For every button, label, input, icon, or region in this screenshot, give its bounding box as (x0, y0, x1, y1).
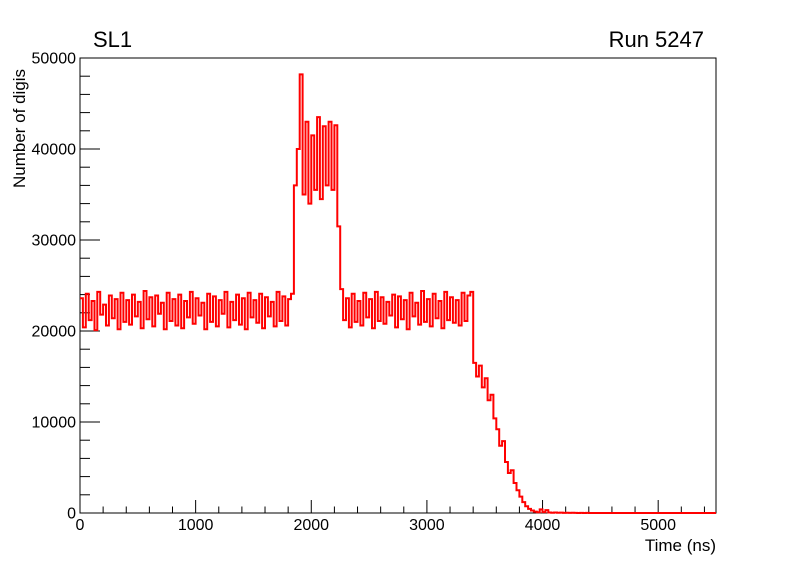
x-tick-label: 0 (76, 517, 85, 534)
y-tick-label: 50000 (32, 51, 77, 68)
x-axis-title: Time (ns) (644, 536, 716, 555)
y-tick-label: 30000 (32, 233, 77, 250)
y-tick-label: 40000 (32, 142, 77, 159)
run-number-title: Run 5247 (608, 27, 704, 52)
x-tick-label: 2000 (293, 517, 329, 534)
histogram-line (80, 73, 716, 514)
x-tick-label: 5000 (640, 517, 676, 534)
x-tick-label: 3000 (409, 517, 445, 534)
pad-title: SL1 (93, 27, 133, 52)
y-axis-title: Number of digis (10, 68, 29, 188)
x-tick-label: 1000 (178, 517, 214, 534)
y-tick-label: 0 (67, 506, 76, 523)
y-tick-label: 10000 (32, 415, 77, 432)
x-tick-label: 4000 (525, 517, 561, 534)
plot-frame (79, 57, 717, 514)
y-tick-label: 20000 (32, 324, 77, 341)
